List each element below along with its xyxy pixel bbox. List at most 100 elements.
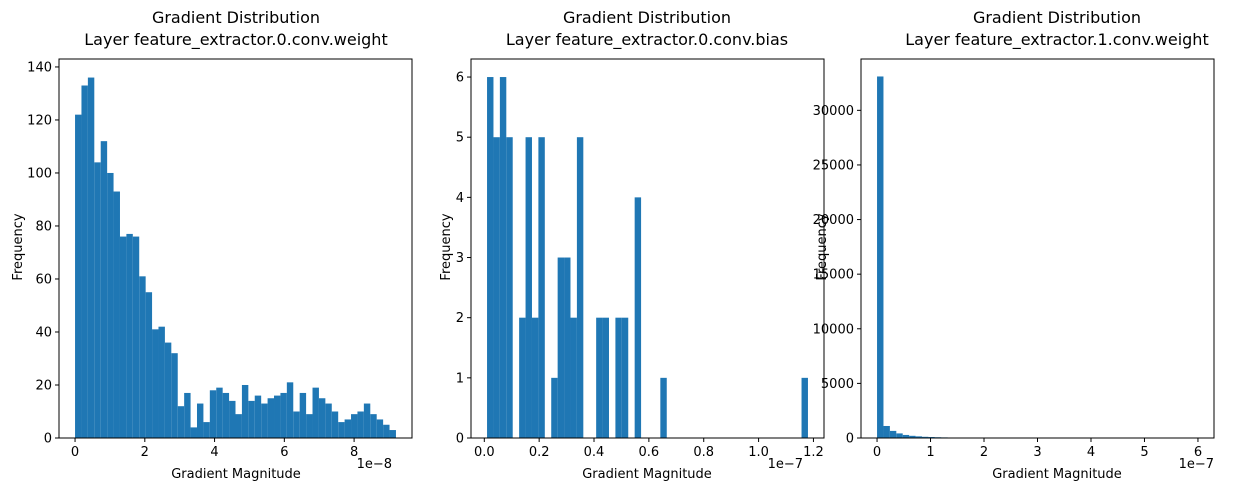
histogram-bar	[274, 395, 281, 438]
panel-1-x-label: Gradient Magnitude	[171, 467, 301, 482]
histogram-bar	[235, 414, 242, 438]
x-tick-label: 4	[1087, 445, 1095, 460]
panel-2-title: Gradient Distribution	[563, 8, 731, 27]
panel-1-x-ticks: 0 2 4 6 8	[71, 438, 358, 460]
histogram-bar	[576, 137, 584, 438]
y-tick-label: 20	[35, 378, 52, 393]
histogram-bar	[145, 292, 153, 438]
histogram-bar	[286, 382, 294, 438]
histogram-bar	[209, 390, 217, 438]
x-tick-label: 2	[141, 445, 149, 460]
histogram-bar	[100, 141, 108, 439]
histogram-bar	[280, 392, 287, 438]
histogram-bar	[376, 419, 384, 438]
panel-3: Gradient Distribution Layer feature_extr…	[813, 8, 1215, 482]
histogram-bar	[152, 329, 159, 438]
histogram-bar	[351, 414, 358, 438]
histogram-bar	[344, 419, 352, 438]
histogram-bar	[132, 236, 140, 438]
histogram-bar	[261, 403, 268, 438]
x-tick-label: 0	[873, 445, 881, 460]
histogram-bar	[531, 317, 539, 438]
x-tick-label: 8	[350, 445, 358, 460]
y-tick-label: 20000	[813, 213, 854, 228]
histogram-bar	[139, 276, 146, 438]
histogram-bar	[538, 137, 545, 438]
histogram-bar	[325, 403, 332, 438]
histogram-bar	[216, 387, 223, 438]
y-tick-label: 5	[456, 131, 464, 146]
panel-1-bars	[75, 77, 396, 439]
y-tick-label: 5000	[821, 377, 854, 392]
y-tick-label: 3	[456, 251, 464, 266]
histogram-bar	[551, 377, 558, 438]
histogram-bar	[171, 353, 178, 438]
histogram-bar	[602, 317, 609, 438]
histogram-bar	[126, 233, 133, 438]
histogram-bar	[94, 162, 101, 438]
histogram-bar	[306, 414, 313, 438]
histogram-bar	[660, 377, 667, 438]
y-tick-label: 25000	[813, 158, 854, 173]
y-tick-label: 80	[35, 219, 52, 234]
y-tick-label: 120	[27, 113, 52, 128]
histogram-bar	[119, 236, 127, 438]
panel-3-y-label: Frequency	[815, 213, 830, 280]
histogram-bar	[596, 317, 603, 438]
histogram-bar	[493, 137, 500, 438]
histogram-bar	[158, 326, 165, 438]
histogram-bar	[915, 436, 922, 438]
histogram-bar	[564, 257, 571, 438]
histogram-bar	[909, 435, 916, 438]
x-tick-label: 0.4	[584, 445, 605, 460]
panel-2-subtitle: Layer feature_extractor.0.conv.bias	[506, 30, 788, 50]
histogram-bar	[634, 197, 642, 438]
panel-1-y-label: Frequency	[11, 213, 26, 280]
panel-3-x-label: Gradient Magnitude	[992, 467, 1122, 482]
histogram-bar	[203, 422, 210, 438]
histogram-bar	[383, 424, 390, 438]
x-tick-label: 5	[1140, 445, 1148, 460]
histogram-bar	[107, 172, 114, 439]
y-tick-label: 140	[27, 60, 52, 75]
panel-1-axes-frame	[58, 58, 413, 439]
y-tick-label: 15000	[813, 268, 854, 283]
histogram-bar	[615, 317, 622, 438]
histogram-bar	[487, 77, 494, 439]
x-tick-label: 0.0	[474, 445, 495, 460]
panel-3-x-ticks: 0 1 2 3 4 5 6	[873, 438, 1202, 460]
x-tick-label: 1	[926, 445, 934, 460]
histogram-bar	[184, 392, 191, 438]
y-tick-label: 40	[35, 325, 52, 340]
histogram-bar	[525, 137, 532, 438]
x-tick-label: 0.8	[693, 445, 714, 460]
histogram-bar	[318, 398, 326, 438]
histogram-bar	[196, 403, 204, 438]
panel-3-y-ticks: 0 5000 10000 15000 20000 25000 30000	[813, 104, 861, 447]
histogram-bar	[75, 114, 82, 438]
y-tick-label: 30000	[813, 104, 854, 119]
histogram-bar	[254, 395, 262, 438]
y-tick-label: 2	[456, 311, 464, 326]
x-tick-label: 0	[71, 445, 79, 460]
y-tick-label: 1	[456, 371, 464, 386]
panel-2-y-label: Frequency	[439, 213, 454, 280]
y-tick-label: 0	[846, 432, 854, 447]
histogram-bar	[877, 76, 884, 439]
histogram-bar	[299, 392, 307, 438]
panel-2-x-ticks: 0.0 0.2 0.4 0.6 0.8 1.0 1.2	[474, 438, 824, 460]
histogram-bar	[902, 434, 910, 438]
y-tick-label: 4	[456, 191, 464, 206]
x-tick-label: 1.2	[803, 445, 824, 460]
panel-1-subtitle: Layer feature_extractor.0.conv.weight	[84, 30, 387, 50]
histogram-bar	[338, 422, 345, 438]
panel-3-subtitle: Layer feature_extractor.1.conv.weight	[905, 30, 1208, 50]
panel-3-axes-frame	[860, 58, 1215, 439]
panel-3-x-scale: 1e−7	[1179, 457, 1214, 472]
histogram-bar	[113, 191, 120, 438]
histogram-bar	[883, 425, 890, 438]
panel-1-y-ticks: 0 20 40 60 80 100 120 140	[27, 60, 59, 447]
panel-1: Gradient Distribution Layer feature_extr…	[11, 8, 413, 482]
histogram-bar	[363, 403, 371, 438]
